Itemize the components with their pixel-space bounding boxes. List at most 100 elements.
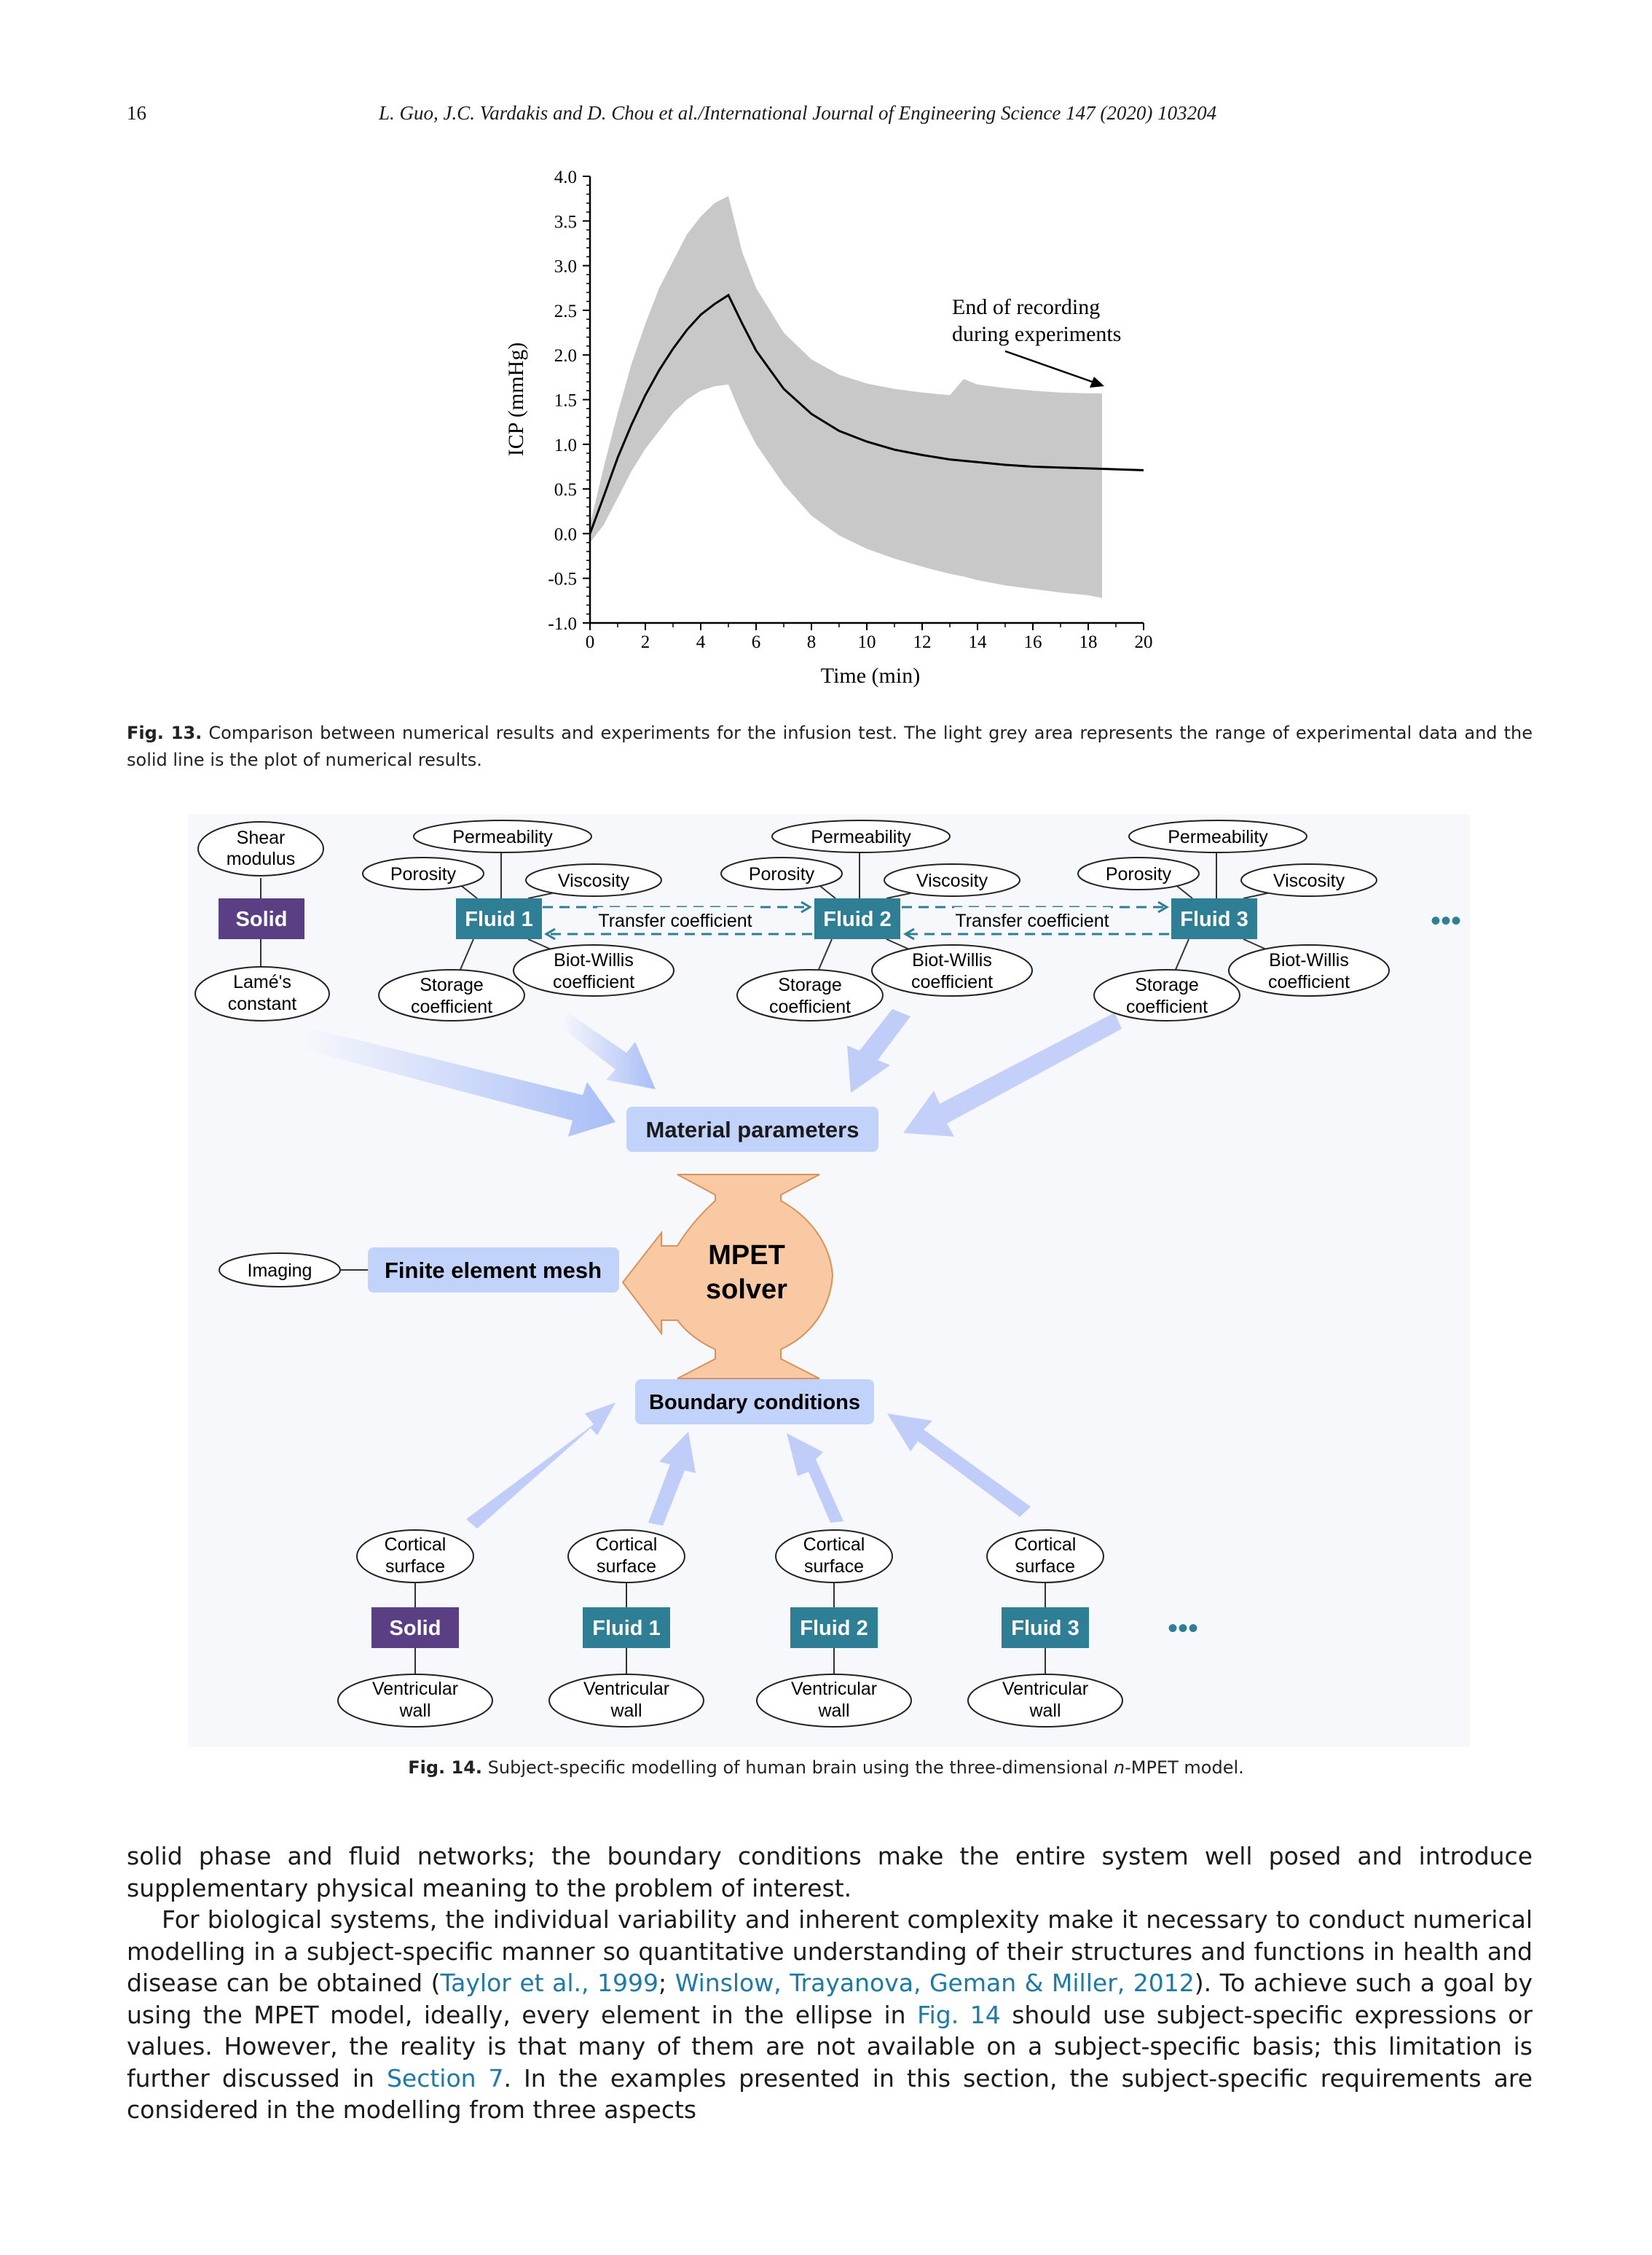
cortical-surface-label: Cortical	[1015, 1534, 1077, 1555]
experimental-band-area	[590, 196, 1102, 598]
ventricular-wall-label: wall	[610, 1701, 642, 1721]
paragraph-2-sep: ;	[658, 1969, 675, 1997]
numerical-line-path	[589, 293, 1144, 534]
boundary-conditions-box	[635, 1379, 874, 1424]
x-tick-label: 14	[969, 632, 988, 652]
storage-coefficient-label: coefficient	[411, 997, 492, 1017]
x-tick-label: 2	[641, 632, 650, 652]
biot-willis-coefficient-label: coefficient	[553, 972, 634, 992]
arrows-to-material-parameters	[302, 1009, 1122, 1137]
arrows-to-boundary-conditions	[466, 1403, 1031, 1529]
solid-parameters: Shear modulus Solid Lamé's constant	[194, 821, 330, 1021]
cortical-surface-ellipse	[775, 1529, 893, 1583]
running-header: L. Guo, J.C. Vardakis and D. Chou et al.…	[379, 102, 1217, 124]
paragraph-2-a: For biological systems, the individual v…	[127, 1905, 1533, 1997]
figure-13-caption-text: Comparison between numerical results and…	[127, 723, 1533, 770]
y-tick-label: 2.0	[554, 346, 577, 366]
ventricular-wall-label: Ventricular	[791, 1679, 877, 1699]
biot-willis-coefficient-ellipse	[513, 944, 674, 997]
x-tick-label: 12	[913, 632, 932, 652]
bc-box-2	[583, 1607, 670, 1648]
bc-box-4	[1002, 1607, 1089, 1648]
bc-box-1	[371, 1607, 459, 1648]
fluid-2-box-label: Fluid 2	[823, 908, 891, 931]
viscosity-label: Viscosity	[558, 871, 630, 891]
ventricular-wall-ellipse	[967, 1674, 1123, 1727]
storage-coefficient-ellipse	[378, 969, 525, 1021]
figure-13-caption: Fig. 13. Comparison between numerical re…	[127, 720, 1533, 774]
fluid-3-box	[1171, 898, 1257, 939]
biot-willis-coefficient-label: Biot-Willis	[912, 950, 992, 970]
porosity-label: Porosity	[1106, 864, 1172, 885]
ref-fig-14[interactable]: Fig. 14	[917, 2000, 1001, 2029]
icp-chart: 0 2 4 6 8 10 12 14 16 18 20 -1.0 -0.5 0.0 0.5 1.0 1.5 2.0…	[504, 168, 1153, 688]
cortical-surface-label: Cortical	[596, 1534, 658, 1555]
biot-willis-coefficient-ellipse	[871, 944, 1033, 997]
boundary-conditions-label: Boundary conditions	[649, 1391, 860, 1414]
bc-box-label: Fluid 3	[1011, 1617, 1079, 1640]
lame-constant-line1: Lamé's	[233, 972, 291, 992]
figure-14-caption-text-b: -MPET model.	[1125, 1757, 1244, 1778]
transfer-arrowheads	[544, 901, 1169, 941]
fluid-1-box	[456, 898, 542, 939]
mpet-solver-shape	[621, 1174, 834, 1379]
y-tick-label: 4.0	[554, 168, 577, 187]
viscosity-label: Viscosity	[916, 871, 988, 891]
fluid-3-box-label: Fluid 3	[1180, 908, 1248, 931]
bc-box-3	[790, 1607, 878, 1648]
ventricular-wall-label: Ventricular	[372, 1679, 458, 1699]
ventricular-wall-label: wall	[817, 1701, 849, 1721]
viscosity-label: Viscosity	[1273, 871, 1345, 891]
y-tick-label: 3.5	[554, 212, 577, 232]
annotation-line-1: End of recording	[952, 295, 1100, 319]
ref-section-7[interactable]: Section 7	[386, 2063, 504, 2093]
transfer-coefficient-links	[543, 906, 1169, 936]
solver-label-line2: solver	[706, 1274, 787, 1305]
permeability-label: Permeability	[811, 827, 911, 847]
biot-willis-coefficient-label: coefficient	[1268, 972, 1350, 992]
bc-box-label: Fluid 2	[800, 1617, 868, 1640]
finite-element-mesh-label: Finite element mesh	[385, 1258, 602, 1283]
y-axis-label: ICP (mmHg)	[504, 342, 528, 456]
paragraph-2-c: should use subject-specific expressions …	[127, 2000, 1533, 2093]
figure-13-label: Fig. 13.	[127, 723, 202, 743]
permeability-ellipse	[1128, 820, 1307, 853]
x-tick-label: 6	[752, 632, 761, 652]
storage-coefficient-label: Storage	[1135, 975, 1199, 995]
material-parameters-label: Material parameters	[646, 1117, 860, 1142]
mpet-diagram: Shear modulus Solid Lamé's constant Perm…	[188, 815, 1470, 1747]
ref-taylor-1999[interactable]: Taylor et al., 1999	[440, 1969, 659, 1997]
figure-14-caption-italic: n	[1113, 1757, 1125, 1778]
storage-coefficient-label: Storage	[420, 975, 484, 995]
ventricular-wall-ellipse	[548, 1674, 704, 1727]
storage-coefficient-ellipse	[1093, 969, 1240, 1021]
porosity-ellipse	[362, 857, 484, 890]
annotation-arrow	[1004, 350, 1104, 388]
ventricular-wall-label: wall	[398, 1701, 430, 1721]
figure-14-caption: Fig. 14. Subject-specific modelling of h…	[0, 1754, 1652, 1781]
paragraph-2: For biological systems, the individual v…	[127, 1904, 1533, 2126]
fluid-3-parameters: Permeability Porosity Viscosity Biot-Willis…	[1077, 820, 1390, 1021]
ref-winslow-2012[interactable]: Winslow, Trayanova, Geman & Miller, 2012	[674, 1969, 1195, 1997]
cortical-surface-ellipse	[356, 1529, 474, 1583]
bc-box-label: Fluid 1	[592, 1617, 660, 1640]
cortical-surface-label: Cortical	[803, 1534, 865, 1555]
annotation-line-2: during experiments	[952, 322, 1121, 346]
solver-label-line1: MPET	[708, 1240, 785, 1271]
x-tick-label: 8	[807, 632, 817, 652]
bc-box-label: Solid	[390, 1617, 441, 1640]
solid-box-label: Solid	[236, 908, 288, 931]
fluid-1-box-label: Fluid 1	[465, 908, 532, 931]
x-tick-label: 20	[1135, 632, 1153, 652]
porosity-ellipse	[1077, 857, 1200, 890]
y-tick-label: 3.0	[554, 257, 577, 277]
porosity-ellipse	[720, 857, 843, 890]
more-fluids-ellipsis-bottom: •••	[1168, 1612, 1198, 1644]
page-number: 16	[127, 102, 146, 124]
permeability-label: Permeability	[452, 827, 553, 847]
fluid-2-parameters: Permeability Porosity Viscosity Biot-Willis…	[720, 820, 1033, 1021]
